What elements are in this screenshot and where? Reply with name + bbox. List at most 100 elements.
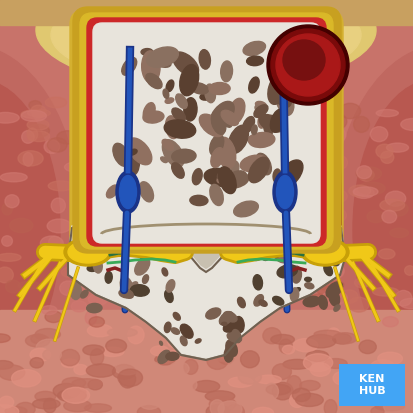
Ellipse shape — [390, 228, 408, 237]
Ellipse shape — [22, 131, 34, 143]
Ellipse shape — [87, 224, 92, 232]
Ellipse shape — [323, 189, 347, 204]
Ellipse shape — [272, 170, 294, 210]
Ellipse shape — [140, 221, 272, 283]
Ellipse shape — [111, 105, 126, 131]
Ellipse shape — [278, 160, 303, 188]
Ellipse shape — [141, 252, 147, 258]
Ellipse shape — [272, 364, 292, 380]
Ellipse shape — [331, 128, 346, 142]
Ellipse shape — [373, 323, 396, 341]
Ellipse shape — [163, 89, 169, 98]
Ellipse shape — [265, 239, 280, 258]
Ellipse shape — [164, 323, 178, 338]
Ellipse shape — [16, 402, 35, 413]
Ellipse shape — [36, 0, 376, 90]
Ellipse shape — [57, 253, 83, 261]
Ellipse shape — [401, 119, 413, 131]
Ellipse shape — [130, 211, 282, 294]
Ellipse shape — [318, 216, 336, 227]
Ellipse shape — [190, 83, 209, 94]
Ellipse shape — [0, 365, 25, 380]
Ellipse shape — [281, 72, 288, 76]
Ellipse shape — [88, 294, 107, 305]
Ellipse shape — [243, 116, 254, 133]
Ellipse shape — [128, 138, 152, 165]
Ellipse shape — [147, 121, 157, 138]
Ellipse shape — [151, 346, 169, 356]
Ellipse shape — [312, 245, 324, 255]
Ellipse shape — [222, 111, 233, 127]
Ellipse shape — [370, 360, 396, 376]
Ellipse shape — [355, 278, 370, 288]
Ellipse shape — [87, 336, 106, 353]
Ellipse shape — [317, 276, 329, 290]
Ellipse shape — [157, 78, 164, 87]
Ellipse shape — [199, 50, 210, 69]
Ellipse shape — [128, 149, 137, 155]
Ellipse shape — [45, 311, 62, 323]
Ellipse shape — [51, 198, 65, 213]
Ellipse shape — [221, 61, 233, 82]
Ellipse shape — [263, 328, 281, 344]
Ellipse shape — [276, 87, 294, 115]
Ellipse shape — [122, 57, 137, 75]
Ellipse shape — [135, 258, 150, 275]
Ellipse shape — [172, 108, 185, 121]
Ellipse shape — [23, 152, 33, 166]
Ellipse shape — [122, 203, 290, 301]
Ellipse shape — [218, 167, 236, 194]
Ellipse shape — [243, 231, 256, 244]
Ellipse shape — [71, 212, 83, 225]
Ellipse shape — [190, 195, 208, 206]
Ellipse shape — [193, 380, 220, 392]
Ellipse shape — [268, 244, 283, 259]
Ellipse shape — [124, 225, 144, 237]
Ellipse shape — [330, 241, 335, 249]
Ellipse shape — [163, 89, 169, 98]
Ellipse shape — [83, 345, 104, 355]
Ellipse shape — [237, 297, 245, 308]
Ellipse shape — [180, 64, 199, 96]
Ellipse shape — [216, 117, 223, 125]
Ellipse shape — [97, 233, 116, 250]
Ellipse shape — [231, 161, 239, 175]
Ellipse shape — [173, 313, 180, 320]
Ellipse shape — [119, 176, 137, 209]
Ellipse shape — [273, 169, 281, 183]
Ellipse shape — [161, 325, 185, 338]
Ellipse shape — [172, 108, 185, 121]
Ellipse shape — [113, 143, 129, 166]
Ellipse shape — [184, 98, 197, 121]
Ellipse shape — [234, 201, 259, 217]
Ellipse shape — [209, 397, 236, 411]
Ellipse shape — [357, 166, 372, 179]
Ellipse shape — [218, 401, 242, 413]
Ellipse shape — [152, 183, 178, 208]
Ellipse shape — [305, 283, 314, 289]
Ellipse shape — [155, 142, 161, 153]
Ellipse shape — [105, 272, 112, 283]
Ellipse shape — [115, 362, 140, 375]
Ellipse shape — [26, 124, 50, 138]
Ellipse shape — [333, 45, 413, 395]
Ellipse shape — [158, 60, 171, 67]
Ellipse shape — [85, 200, 97, 209]
Ellipse shape — [240, 155, 267, 171]
Ellipse shape — [2, 203, 12, 215]
Ellipse shape — [176, 123, 184, 128]
Ellipse shape — [382, 210, 396, 223]
Polygon shape — [68, 212, 345, 360]
Ellipse shape — [169, 362, 189, 376]
Ellipse shape — [207, 54, 233, 81]
FancyBboxPatch shape — [73, 7, 341, 253]
Polygon shape — [68, 210, 345, 358]
Ellipse shape — [217, 171, 223, 178]
Ellipse shape — [387, 143, 408, 152]
Ellipse shape — [178, 112, 185, 121]
Ellipse shape — [204, 169, 235, 186]
Ellipse shape — [243, 41, 266, 55]
Ellipse shape — [210, 135, 224, 156]
Ellipse shape — [276, 34, 340, 96]
Ellipse shape — [173, 377, 197, 393]
